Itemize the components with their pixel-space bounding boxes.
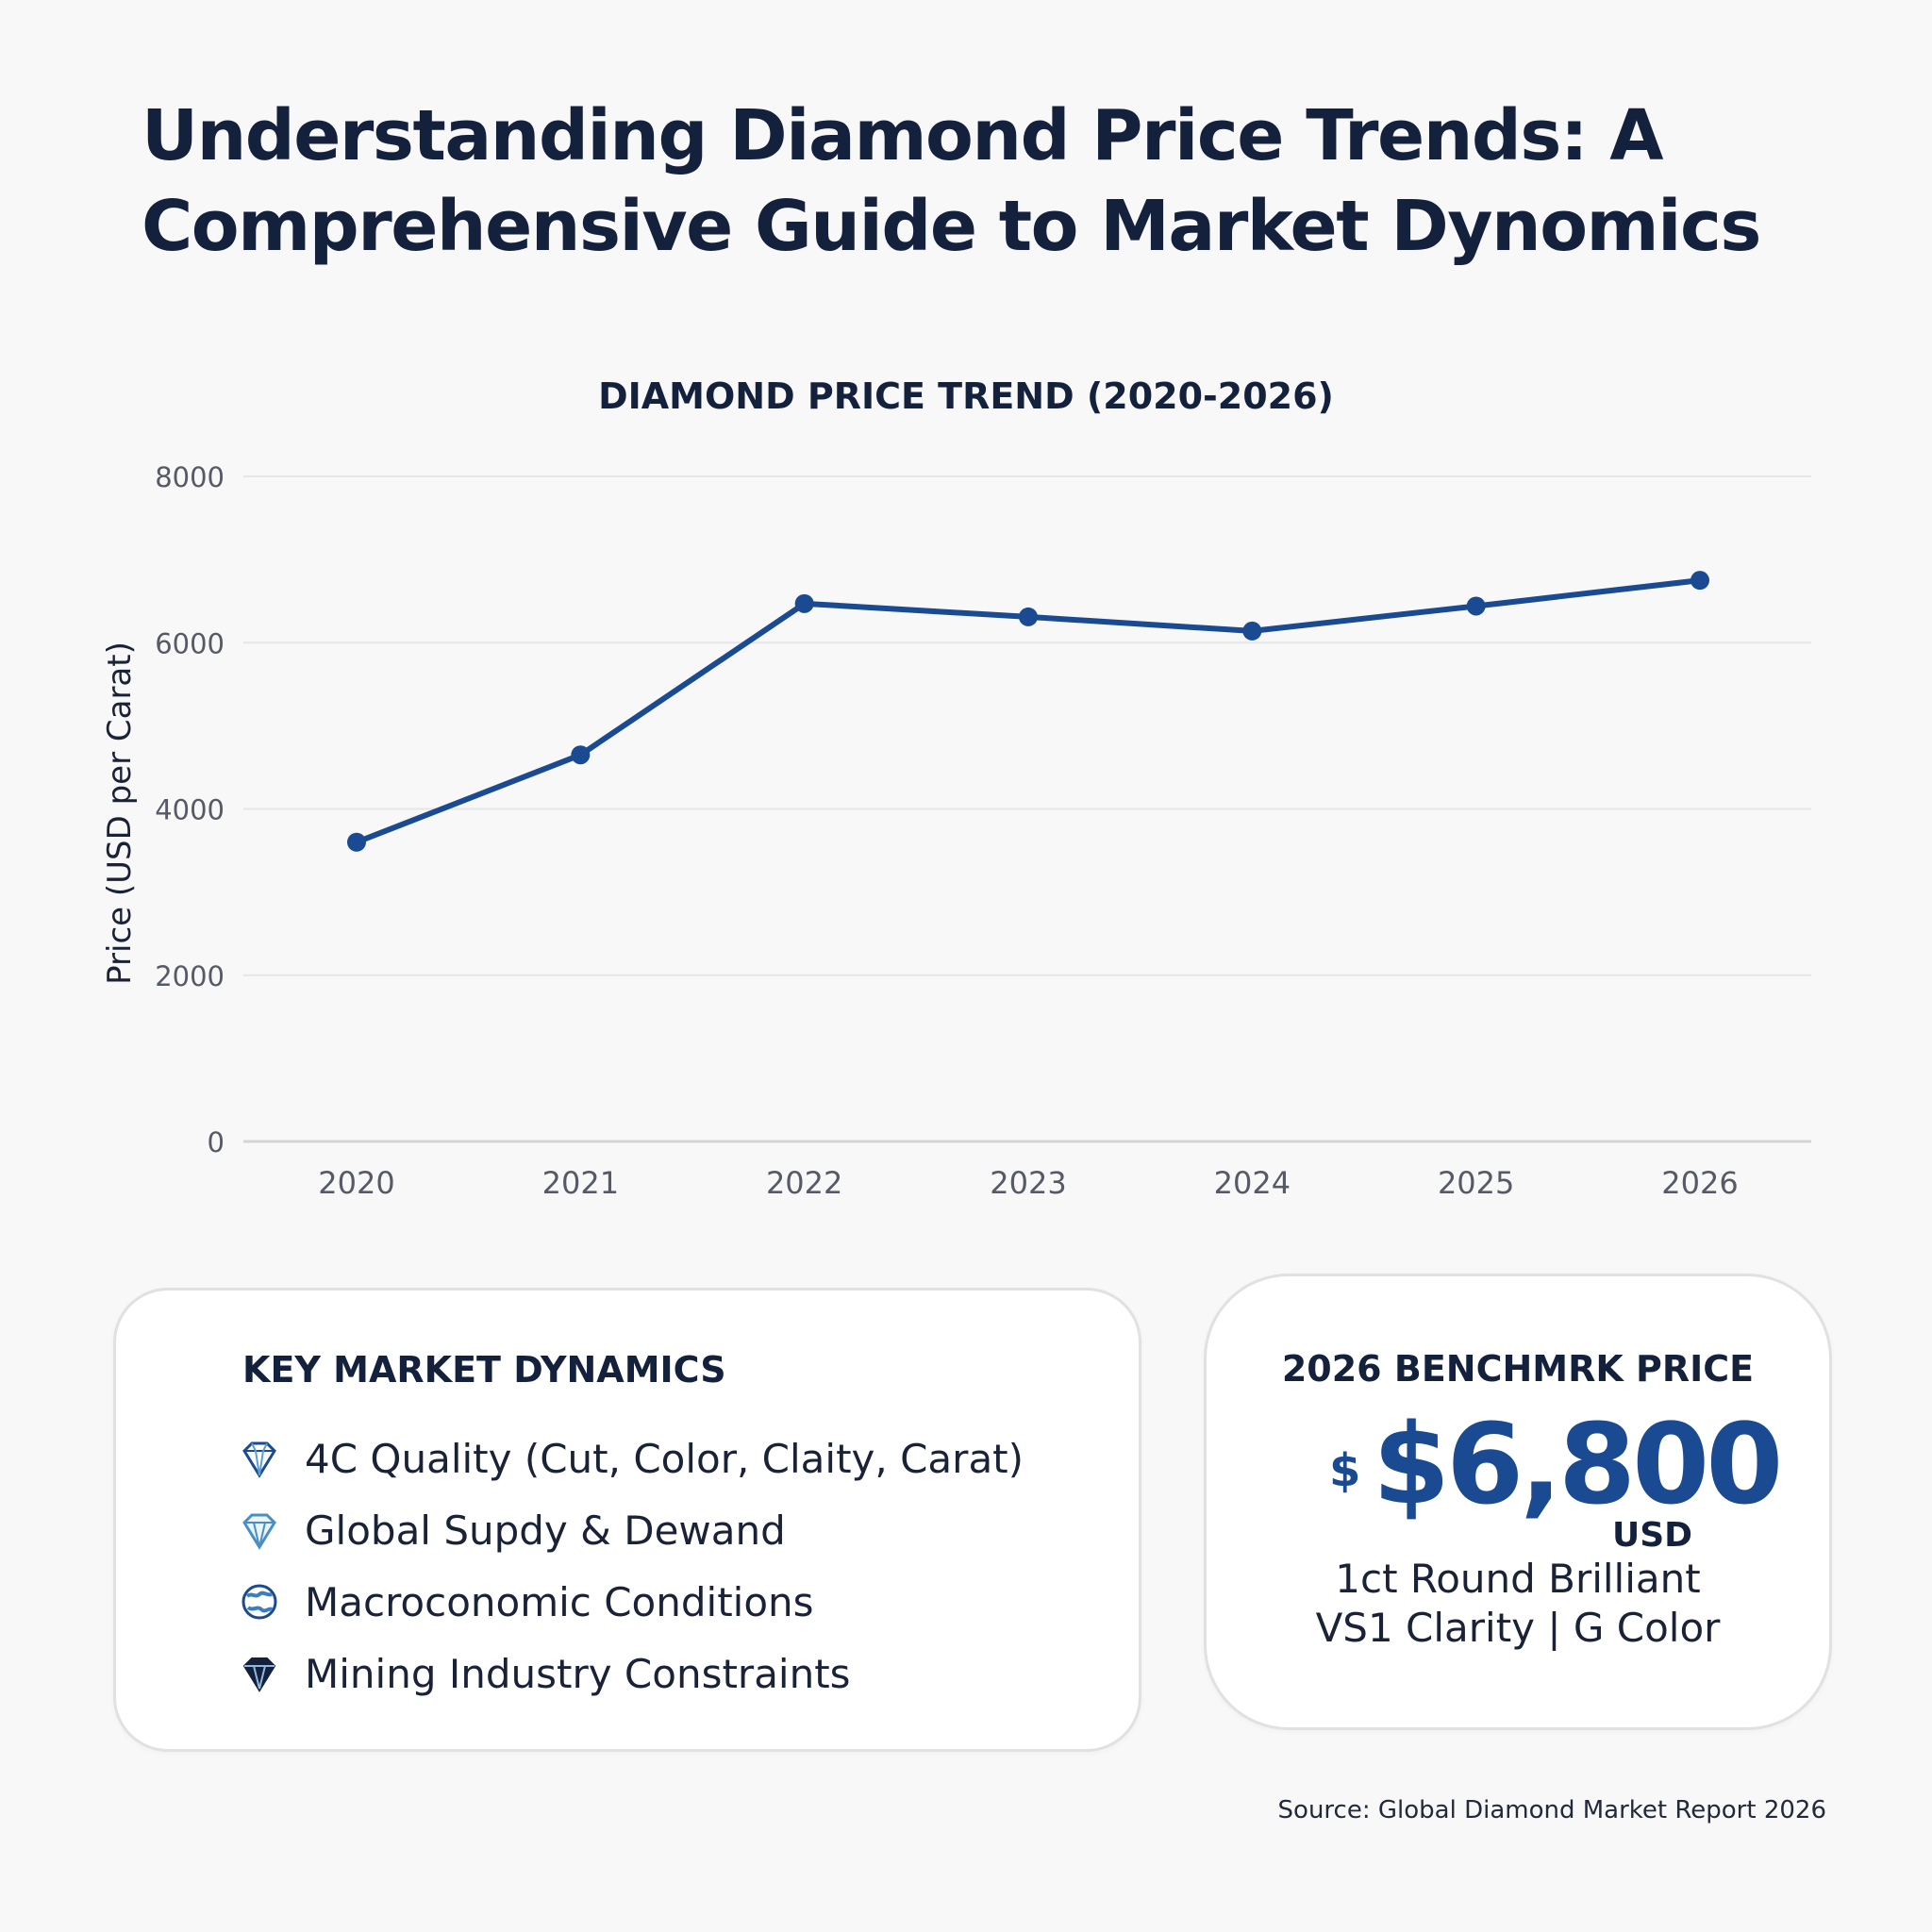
benchmark-spec-line-2: VS1 Clarity | G Color	[1315, 1605, 1721, 1651]
dynamics-item-label: Global Supdy & Dewand	[305, 1507, 786, 1554]
benchmark-price-card: 2026 BENCHMRK PRICE $ $6,800 USD 1ct Rou…	[1204, 1274, 1832, 1730]
page-title-line-2: Comprehensive Guide to Market Dynomics	[142, 186, 1761, 267]
dynamics-item-label: Macroconomic Conditions	[305, 1578, 814, 1625]
y-tick-label: 8000	[155, 461, 225, 493]
gridlines	[243, 475, 1811, 1143]
y-tick-label: 0	[208, 1126, 225, 1158]
data-point	[571, 745, 591, 765]
data-point	[1019, 607, 1038, 626]
data-point	[347, 832, 366, 852]
x-tick-label: 2022	[766, 1165, 842, 1201]
chart-title: DIAMOND PRICE TREND (2020-2026)	[598, 375, 1334, 417]
currency-symbol: $	[1329, 1444, 1361, 1497]
dynamics-list: 4C Quality (Cut, Color, Claity, Carat) G…	[239, 1423, 1024, 1709]
x-tick-label: 2025	[1438, 1165, 1514, 1201]
diamond-facet-icon	[242, 1513, 276, 1550]
data-point	[1690, 571, 1709, 591]
list-item: 4C Quality (Cut, Color, Claity, Carat)	[239, 1423, 1024, 1494]
x-tick-label: 2020	[318, 1165, 394, 1201]
list-item: Global Supdy & Dewand	[239, 1494, 1024, 1566]
benchmark-heading: 2026 BENCHMRK PRICE	[1281, 1348, 1755, 1390]
diamond-icon	[242, 1441, 276, 1478]
y-axis-ticks: 0 2000 4000 6000 8000	[155, 461, 225, 1158]
data-point	[1466, 596, 1486, 616]
list-item: Macroconomic Conditions	[239, 1566, 1024, 1638]
key-market-dynamics-heading: KEY MARKET DYNAMICS	[242, 1349, 726, 1391]
data-point	[1242, 621, 1262, 641]
y-axis-label: Price (USD per Carat)	[101, 641, 139, 985]
key-market-dynamics-card: KEY MARKET DYNAMICS 4C Quality (Cut, Col…	[113, 1288, 1141, 1752]
globe-icon	[242, 1584, 277, 1620]
benchmark-price-row: $ $6,800	[1207, 1399, 1829, 1531]
dynamics-item-label: 4C Quality (Cut, Color, Claity, Carat)	[305, 1435, 1024, 1482]
benchmark-price-unit: USD	[1612, 1516, 1693, 1555]
series	[347, 571, 1709, 852]
benchmark-spec-line-1: 1ct Round Brilliant	[1335, 1556, 1701, 1602]
page-title: Understanding Diamond Price Trends: A Co…	[142, 91, 1840, 272]
page-title-line-1: Understanding Diamond Price Trends: A	[142, 95, 1664, 176]
x-axis-ticks: 2020 2021 2022 2023 2024 2025 2026	[318, 1165, 1738, 1201]
x-tick-label: 2026	[1661, 1165, 1738, 1201]
x-tick-label: 2024	[1214, 1165, 1291, 1201]
y-tick-label: 4000	[155, 794, 225, 826]
benchmark-price-value: $6,800	[1373, 1399, 1783, 1529]
y-tick-label: 2000	[155, 960, 225, 992]
x-tick-label: 2021	[542, 1165, 619, 1201]
x-tick-label: 2023	[990, 1165, 1066, 1201]
dynamics-item-label: Mining Industry Constraints	[305, 1650, 851, 1697]
source-note: Source: Global Diamond Market Report 202…	[1277, 1796, 1826, 1824]
data-point	[794, 593, 814, 613]
dark-diamond-icon	[242, 1657, 276, 1692]
list-item: Mining Industry Constraints	[239, 1638, 1024, 1709]
y-tick-label: 6000	[155, 627, 225, 659]
